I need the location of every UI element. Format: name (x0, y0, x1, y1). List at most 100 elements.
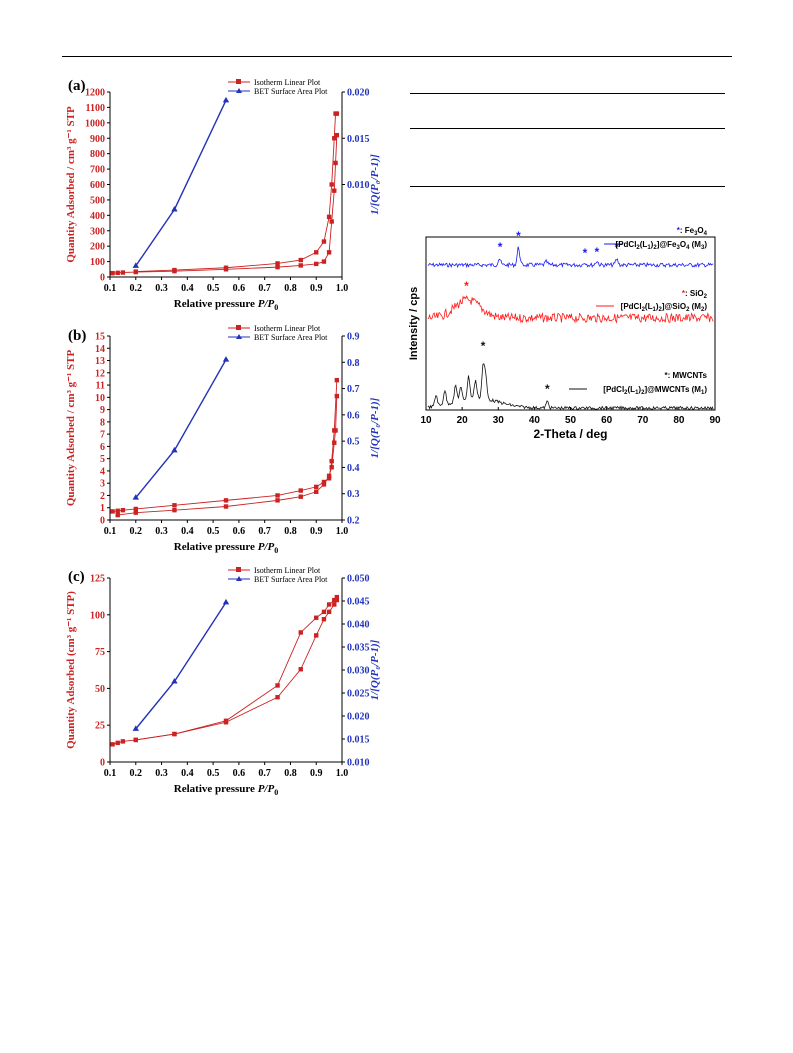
isotherm-point (314, 261, 319, 267)
y-axis-label: Quantity Adsorbed (cm³ g⁻¹ STP) (65, 591, 77, 749)
isotherm-point (120, 507, 126, 513)
isotherm-point (332, 188, 337, 193)
legend-label-isotherm: Isotherm Linear Plot (254, 566, 321, 575)
panel-label: (c) (68, 569, 85, 585)
bet-point (222, 598, 230, 605)
xrd-x-tick-label: 10 (420, 415, 432, 426)
legend-marker-isotherm (236, 567, 241, 572)
legend-marker-bet (236, 334, 242, 339)
isotherm-point (298, 263, 303, 268)
y2-tick-label: 0.030 (347, 666, 370, 677)
x-tick-label: 0.1 (104, 768, 117, 779)
isotherm-point (326, 476, 332, 481)
peak-marker: * (498, 240, 503, 254)
x-tick-label: 0.2 (130, 526, 143, 537)
y-tick-label: 15 (95, 332, 105, 343)
legend-marker-bet (236, 88, 242, 93)
legend-label-bet: BET Surface Area Plot (254, 333, 328, 342)
isotherm-point (321, 609, 327, 615)
y-tick-label: 0 (100, 273, 105, 284)
bet-point (132, 262, 139, 268)
x-tick-label: 0.4 (181, 768, 194, 779)
panel-label: (b) (68, 328, 86, 344)
bet-point (132, 494, 139, 500)
y-tick-label: 3 (100, 479, 105, 490)
bet-point (222, 356, 230, 362)
x-tick-label: 0.3 (155, 768, 168, 779)
y-tick-label: 1100 (86, 103, 105, 114)
isotherm-point (334, 377, 340, 383)
isotherm-point (332, 428, 337, 433)
legend-label-bet: BET Surface Area Plot (254, 575, 328, 584)
y-tick-label: 100 (90, 610, 105, 621)
isotherm-point (223, 498, 229, 503)
y2-tick-label: 0.010 (347, 180, 370, 191)
peak-marker: * (614, 240, 619, 254)
y-tick-label: 100 (90, 257, 105, 268)
y2-tick-label: 0.020 (347, 88, 370, 99)
y2-tick-label: 0.3 (347, 489, 360, 500)
x-tick-label: 1.0 (336, 283, 349, 294)
x-tick-label: 0.9 (310, 768, 323, 779)
y-tick-label: 500 (90, 195, 105, 206)
x-axis-label: Relative pressure P/P0 (174, 298, 278, 312)
isotherm-point (332, 597, 337, 603)
x-tick-label: 0.7 (258, 283, 271, 294)
isotherm-line (135, 113, 337, 273)
x-tick-label: 0.1 (104, 283, 117, 294)
isotherm-point (298, 494, 303, 499)
peak-marker: * (545, 382, 550, 396)
bet-point (171, 205, 178, 212)
y-tick-label: 6 (100, 442, 105, 453)
y-tick-label: 25 (95, 721, 105, 732)
isotherm-point (223, 265, 229, 270)
y-tick-label: 8 (100, 417, 105, 428)
isotherm-point (110, 509, 115, 514)
legend-marker-bet (236, 576, 242, 581)
legend-label-isotherm: Isotherm Linear Plot (254, 78, 321, 87)
y-tick-label: 300 (90, 226, 105, 237)
isotherm-line (135, 596, 338, 741)
y2-tick-label: 0.9 (347, 332, 360, 343)
xrd-legend-1: *: SiO2 (596, 289, 708, 307)
isotherm-point (133, 269, 138, 274)
isotherm-point (172, 731, 177, 737)
isotherm-point (314, 489, 319, 494)
legend-label-bet: BET Surface Area Plot (254, 87, 328, 96)
isotherm-point (329, 219, 334, 224)
isotherm-point (314, 250, 319, 255)
isotherm-point (321, 479, 327, 485)
y2-tick-label: 0.7 (347, 384, 360, 395)
isotherm-point (332, 602, 337, 607)
y-tick-label: 9 (100, 405, 105, 416)
y2-tick-label: 0.010 (347, 758, 370, 769)
x-tick-label: 0.4 (181, 526, 194, 537)
page-top-rule (62, 56, 732, 57)
y-tick-label: 1200 (85, 88, 105, 99)
x-tick-label: 0.5 (207, 526, 220, 537)
isotherm-point (275, 683, 280, 688)
y-tick-label: 400 (90, 211, 105, 222)
legend-marker-isotherm (236, 325, 241, 330)
legend-marker-isotherm (236, 79, 241, 84)
y-tick-label: 200 (90, 242, 105, 253)
isotherm-point (314, 615, 319, 620)
isotherm-point (298, 488, 303, 493)
x-tick-label: 0.5 (207, 768, 220, 779)
table-rule-1 (410, 93, 725, 94)
isotherm-point (321, 239, 327, 244)
isotherm-point (321, 617, 327, 622)
isotherm-point (321, 482, 327, 487)
x-tick-label: 0.9 (310, 526, 323, 537)
y2-tick-label: 0.8 (347, 358, 360, 369)
isotherm-point (326, 250, 332, 255)
y2-tick-label: 0.6 (347, 410, 360, 421)
y-axis-label: Quantity Adsorbed / cm³ g⁻¹ STP (65, 350, 77, 507)
y2-tick-label: 0.040 (347, 620, 370, 631)
peak-marker: * (595, 245, 600, 259)
peak-marker: * (583, 246, 588, 260)
table-rule-3 (410, 186, 725, 187)
xrd-legend-2: *: MWCNTs (569, 371, 708, 390)
isotherm-point (314, 484, 319, 490)
